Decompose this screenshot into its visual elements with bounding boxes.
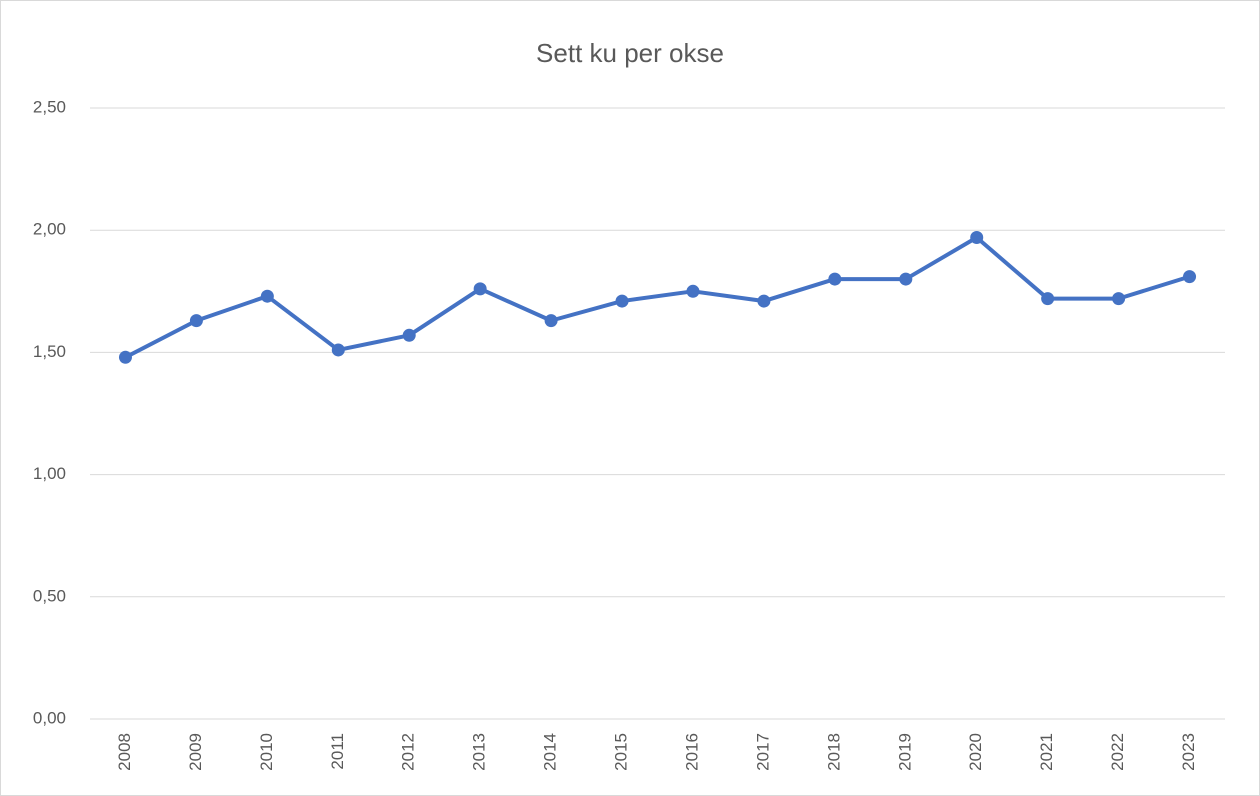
y-tick-label: 0,50 bbox=[33, 586, 66, 605]
data-point bbox=[970, 231, 984, 245]
y-tick-label: 2,00 bbox=[33, 220, 66, 239]
x-tick-label: 2017 bbox=[753, 733, 772, 771]
data-point bbox=[260, 289, 274, 303]
data-line bbox=[124, 235, 1191, 360]
data-point bbox=[1041, 292, 1055, 306]
x-tick-label: 2023 bbox=[1179, 733, 1198, 771]
x-tick-label: 2013 bbox=[470, 733, 489, 771]
chart-title: Sett ku per okse bbox=[536, 38, 724, 68]
x-tick-label: 2021 bbox=[1037, 733, 1056, 771]
data-point bbox=[615, 294, 629, 308]
data-point bbox=[189, 314, 203, 328]
x-tick-label: 2011 bbox=[328, 733, 347, 770]
y-tick-label: 1,00 bbox=[33, 464, 66, 483]
x-tick-label: 2020 bbox=[966, 733, 985, 771]
data-point bbox=[1183, 270, 1197, 284]
x-tick-label: 2012 bbox=[399, 733, 418, 771]
x-tick-label: 2018 bbox=[824, 733, 843, 771]
data-point bbox=[828, 272, 842, 286]
data-point bbox=[331, 343, 345, 357]
data-point bbox=[473, 282, 487, 296]
data-point bbox=[402, 328, 416, 342]
data-point bbox=[118, 350, 132, 364]
x-tick-label: 2015 bbox=[612, 733, 631, 771]
x-tick-label: 2010 bbox=[257, 733, 276, 771]
x-tick-label: 2009 bbox=[186, 733, 205, 771]
x-tick-label: 2019 bbox=[895, 733, 914, 771]
data-point bbox=[686, 284, 700, 298]
data-point bbox=[1112, 292, 1126, 306]
y-tick-label: 2,50 bbox=[33, 97, 66, 116]
x-tick-label: 2022 bbox=[1108, 733, 1127, 771]
data-point bbox=[899, 272, 913, 286]
x-tick-label: 2008 bbox=[115, 733, 134, 771]
y-tick-label: 1,50 bbox=[33, 342, 66, 361]
x-tick-label: 2014 bbox=[541, 733, 560, 771]
data-point bbox=[757, 294, 771, 308]
x-tick-label: 2016 bbox=[682, 733, 701, 771]
y-tick-label: 0,00 bbox=[33, 708, 66, 727]
data-point bbox=[544, 314, 558, 328]
